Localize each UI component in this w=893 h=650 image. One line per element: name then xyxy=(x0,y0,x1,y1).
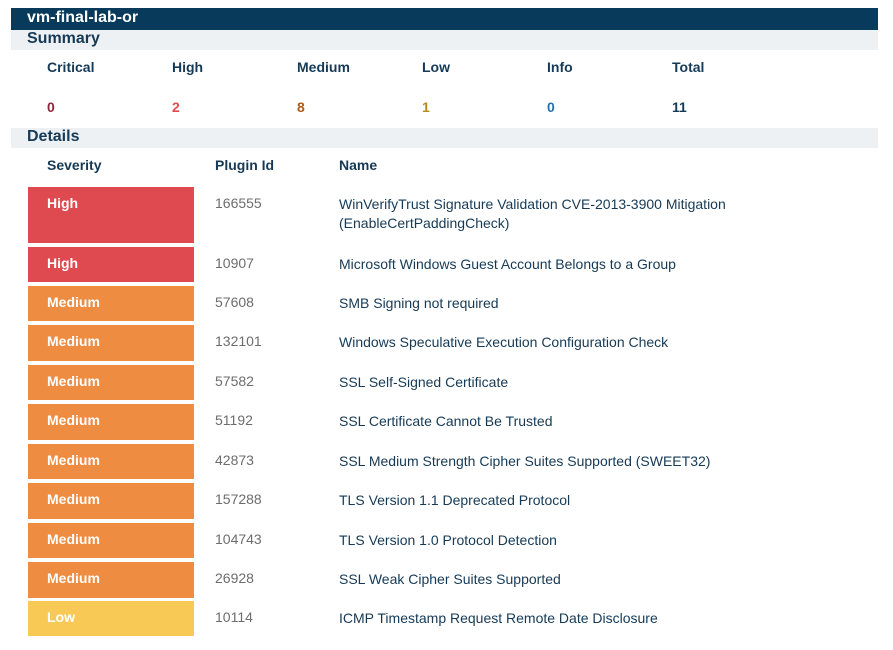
table-row: Medium 57582 SSL Self-Signed Certificate xyxy=(28,365,878,400)
summary-header-total: Total xyxy=(672,59,705,75)
host-title-bar: vm-final-lab-or xyxy=(11,8,878,30)
plugin-id: 42873 xyxy=(215,452,254,468)
severity-badge: Medium xyxy=(28,325,194,361)
table-row: High 10907 Microsoft Windows Guest Account… xyxy=(28,247,878,282)
table-row: Medium 57608 SMB Signing not required xyxy=(28,286,878,321)
plugin-name: ICMP Timestamp Request Remote Date Discl… xyxy=(339,610,658,626)
summary-header-critical: Critical xyxy=(47,59,95,75)
table-row: Medium 132101 Windows Speculative Executio… xyxy=(28,325,878,361)
plugin-name: SSL Weak Cipher Suites Supported xyxy=(339,571,561,587)
summary-header-high: High xyxy=(172,59,204,75)
summary-value-low: 1 xyxy=(422,99,430,115)
plugin-id: 57608 xyxy=(215,294,254,310)
severity-label: Medium xyxy=(47,452,100,468)
severity-badge: High xyxy=(28,247,194,282)
table-row: High 166555 WinVerifyTrust Signature Valid… xyxy=(28,187,878,243)
plugin-id: 51192 xyxy=(215,412,253,428)
plugin-name: SMB Signing not required xyxy=(339,295,499,311)
summary-header-low: Low xyxy=(422,59,450,75)
plugin-name: Microsoft Windows Guest Account Belongs … xyxy=(339,256,676,272)
column-header-name: Name xyxy=(339,157,378,173)
plugin-id: 166555 xyxy=(215,195,262,211)
severity-label: Medium xyxy=(47,531,100,547)
severity-badge: Medium xyxy=(28,444,194,479)
plugin-name: Windows Speculative Execution Configurat… xyxy=(339,334,669,350)
plugin-id: 132101 xyxy=(215,333,262,349)
summary-value-medium: 8 xyxy=(297,99,305,115)
table-row: Medium 51192 SSL Certificate Cannot Be Tru… xyxy=(28,404,878,440)
severity-badge: Medium xyxy=(28,523,194,558)
plugin-id: 157288 xyxy=(215,491,262,507)
plugin-id: 26928 xyxy=(215,570,254,586)
severity-badge: Medium xyxy=(28,286,194,321)
severity-label: Medium xyxy=(47,294,100,310)
details-section-header: Details xyxy=(11,128,878,148)
severity-label: High xyxy=(47,255,79,271)
summary-header-medium: Medium xyxy=(297,59,350,75)
severity-badge: High xyxy=(28,187,194,243)
plugin-name: WinVerifyTrust Signature Validation CVE-… xyxy=(339,196,726,231)
table-row: Medium 26928 SSL Weak Cipher Suites Suppor… xyxy=(28,562,878,598)
plugin-id: 57582 xyxy=(215,373,254,389)
summary-value-high: 2 xyxy=(172,99,180,115)
details-title: Details xyxy=(27,128,80,145)
summary-value-total: 11 xyxy=(672,99,687,115)
plugin-id: 10114 xyxy=(215,609,253,625)
severity-badge: Medium xyxy=(28,404,194,440)
summary-section-header: Summary xyxy=(11,30,878,50)
severity-label: High xyxy=(47,195,79,211)
severity-label: Medium xyxy=(47,570,100,586)
host-name: vm-final-lab-or xyxy=(27,9,139,26)
severity-badge: Medium xyxy=(28,562,194,598)
plugin-name: TLS Version 1.1 Deprecated Protocol xyxy=(339,492,571,508)
plugin-id: 10907 xyxy=(215,255,254,271)
plugin-name: TLS Version 1.0 Protocol Detection xyxy=(339,532,557,548)
severity-label: Medium xyxy=(47,333,100,349)
plugin-id: 104743 xyxy=(215,531,262,547)
severity-badge: Medium xyxy=(28,483,194,519)
plugin-name: SSL Certificate Cannot Be Trusted xyxy=(339,413,553,429)
plugin-name: SSL Self-Signed Certificate xyxy=(339,374,509,390)
severity-badge: Low xyxy=(28,601,194,636)
table-row: Medium 104743 TLS Version 1.0 Protocol Det… xyxy=(28,523,878,558)
table-row: Medium 42873 SSL Medium Strength Cipher Su… xyxy=(28,444,878,479)
severity-label: Medium xyxy=(47,491,100,507)
table-row: Low 10114 ICMP Timestamp Request Remote Da… xyxy=(28,601,878,636)
summary-value-info: 0 xyxy=(547,99,555,115)
table-row: Medium 157288 TLS Version 1.1 Deprecated P… xyxy=(28,483,878,519)
summary-value-critical: 0 xyxy=(47,99,55,115)
severity-label: Medium xyxy=(47,412,100,428)
severity-label: Low xyxy=(47,609,75,625)
summary-title: Summary xyxy=(27,30,100,47)
summary-header-info: Info xyxy=(547,59,573,75)
plugin-name: SSL Medium Strength Cipher Suites Suppor… xyxy=(339,453,711,469)
column-header-plugin-id: Plugin Id xyxy=(215,157,275,173)
column-header-severity: Severity xyxy=(47,157,102,173)
severity-badge: Medium xyxy=(28,365,194,400)
severity-label: Medium xyxy=(47,373,100,389)
